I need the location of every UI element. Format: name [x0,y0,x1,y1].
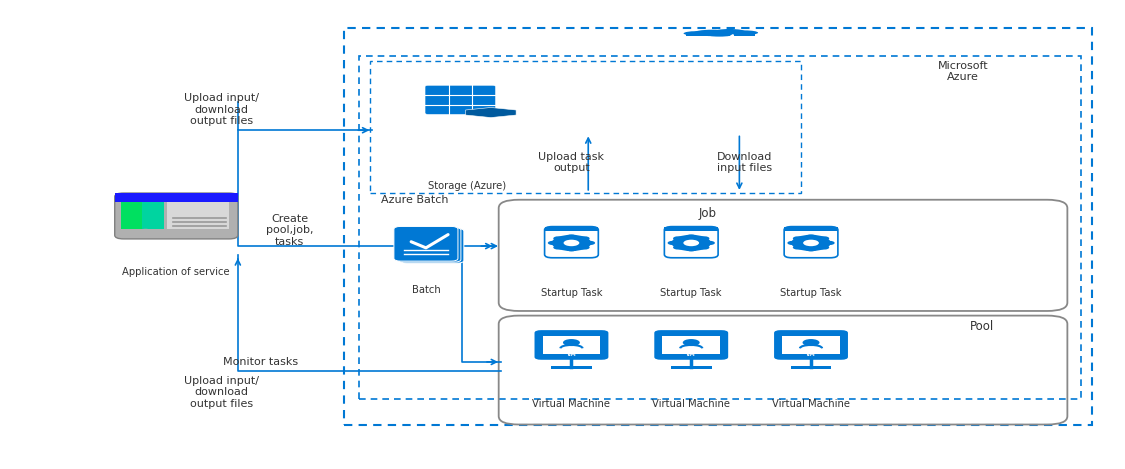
Circle shape [802,339,819,346]
Circle shape [683,339,700,346]
Circle shape [683,240,699,246]
Circle shape [673,236,683,241]
FancyBboxPatch shape [784,227,838,258]
Circle shape [138,229,153,235]
Circle shape [673,245,683,250]
Circle shape [705,241,714,245]
Text: Monitor tasks: Monitor tasks [223,357,298,367]
FancyBboxPatch shape [397,227,461,262]
Bar [663,336,720,354]
Text: Application of service: Application of service [123,267,231,277]
Circle shape [564,240,579,246]
Circle shape [793,236,803,241]
Text: VM: VM [686,353,696,357]
Ellipse shape [705,31,735,37]
Bar [665,227,718,231]
Text: Microsoft
Azure: Microsoft Azure [938,61,989,82]
FancyBboxPatch shape [394,227,458,261]
Text: Pool: Pool [970,320,994,333]
Bar [551,366,592,370]
Circle shape [548,241,558,245]
Circle shape [686,247,696,251]
Circle shape [672,235,711,251]
FancyBboxPatch shape [544,227,598,258]
Circle shape [585,241,595,245]
FancyBboxPatch shape [655,330,728,360]
Circle shape [825,241,835,245]
Bar [544,227,598,231]
Text: Batch: Batch [412,286,440,295]
FancyBboxPatch shape [774,330,848,360]
Text: Storage (Azure): Storage (Azure) [429,181,506,191]
Circle shape [700,245,710,250]
FancyBboxPatch shape [120,202,164,229]
Ellipse shape [693,30,731,36]
Text: VM: VM [807,353,816,357]
Bar [784,227,838,231]
Bar [791,366,831,370]
Circle shape [819,245,829,250]
Polygon shape [466,107,516,118]
Circle shape [579,245,590,250]
Text: Azure Batch: Azure Batch [381,195,449,205]
Bar [359,56,1081,399]
Circle shape [567,247,576,251]
FancyBboxPatch shape [534,330,609,360]
Circle shape [562,339,580,346]
Text: Startup Task: Startup Task [541,288,602,298]
Bar [670,366,711,370]
Circle shape [567,234,576,239]
Circle shape [700,236,710,241]
Circle shape [686,234,696,239]
FancyBboxPatch shape [115,193,237,202]
Circle shape [554,236,564,241]
Text: Virtual Machine: Virtual Machine [532,399,611,409]
FancyBboxPatch shape [120,202,143,229]
Bar [344,28,1092,424]
Circle shape [806,234,816,239]
Text: Upload input/
download
output files: Upload input/ download output files [183,93,259,126]
Circle shape [791,235,830,251]
FancyBboxPatch shape [115,193,237,239]
FancyBboxPatch shape [686,32,755,36]
FancyBboxPatch shape [399,228,464,263]
FancyBboxPatch shape [425,85,495,114]
Ellipse shape [731,30,758,35]
Text: VM: VM [567,353,576,357]
Circle shape [554,245,564,250]
Circle shape [806,247,816,251]
Text: Startup Task: Startup Task [781,288,842,298]
Circle shape [788,241,798,245]
Circle shape [793,245,803,250]
Bar [370,61,801,193]
FancyBboxPatch shape [665,227,718,258]
Text: Upload task
output: Upload task output [539,152,604,174]
Ellipse shape [714,29,745,34]
Circle shape [667,241,677,245]
Circle shape [819,236,829,241]
Text: Upload input/
download
output files: Upload input/ download output files [183,376,259,409]
Text: Startup Task: Startup Task [660,288,722,298]
Text: Create
pool,job,
tasks: Create pool,job, tasks [266,214,314,247]
Circle shape [551,235,591,251]
Bar [542,336,601,354]
Ellipse shape [684,31,709,36]
Text: Virtual Machine: Virtual Machine [652,399,730,409]
Text: Job: Job [699,207,717,219]
Text: Virtual Machine: Virtual Machine [772,399,850,409]
FancyBboxPatch shape [166,202,228,229]
Text: Download
input files: Download input files [718,152,773,174]
Bar [782,336,840,354]
Circle shape [579,236,590,241]
Circle shape [803,240,819,246]
